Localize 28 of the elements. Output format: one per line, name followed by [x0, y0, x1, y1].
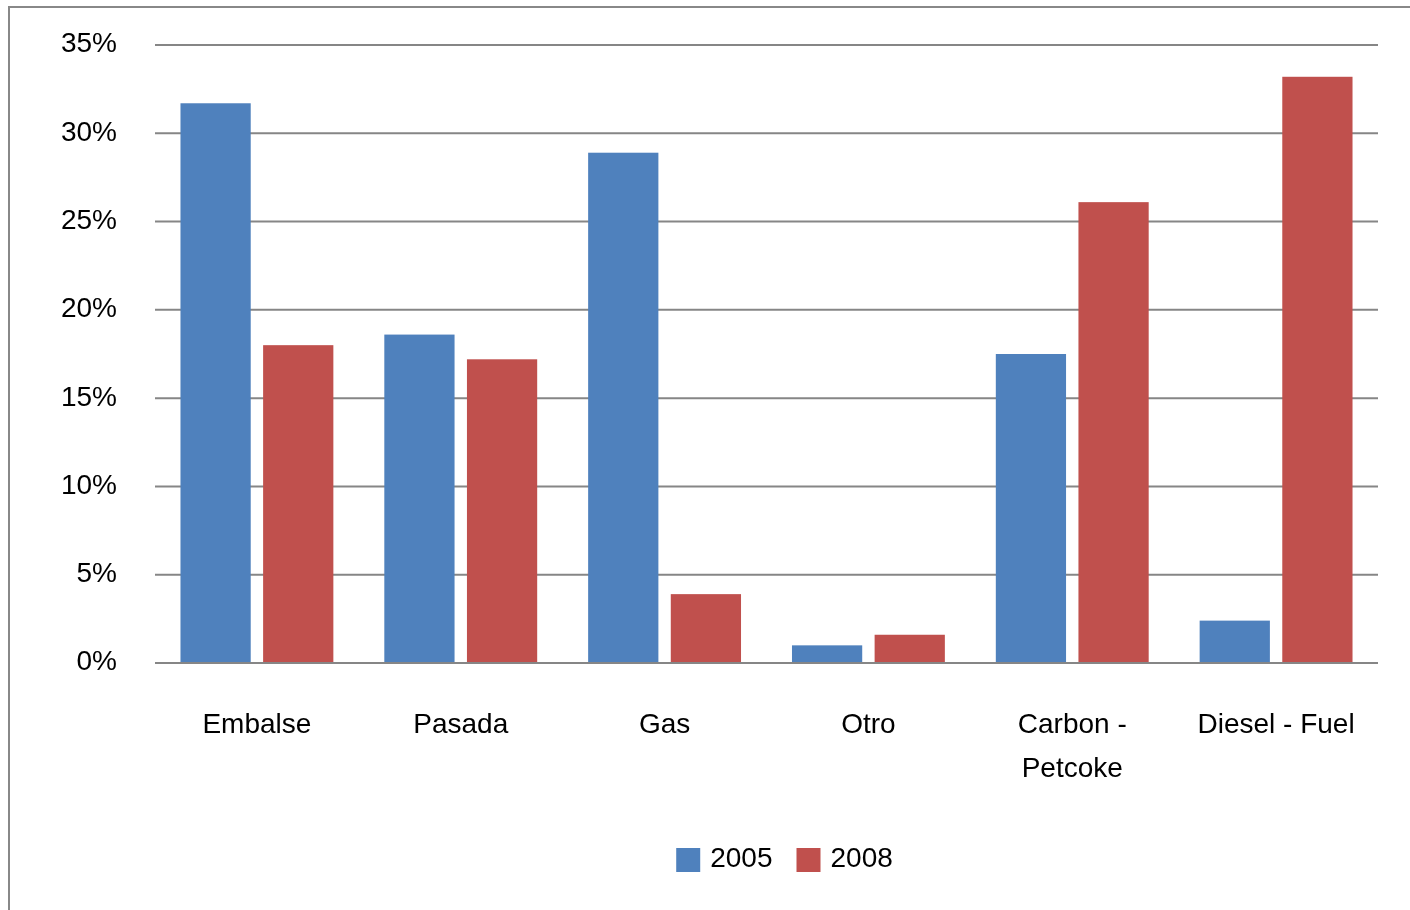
- y-tick-label: 25%: [60, 203, 117, 235]
- bar: [1199, 620, 1270, 663]
- bar: [466, 359, 538, 663]
- y-tick-label: 5%: [76, 557, 117, 589]
- bar: [995, 354, 1067, 663]
- y-tick-label: 20%: [60, 292, 117, 324]
- bar: [263, 345, 334, 663]
- y-tick-label: 0%: [76, 645, 117, 677]
- legend-label: 2005: [710, 842, 773, 874]
- bar: [384, 334, 455, 663]
- x-tick-label: Pasada: [413, 708, 509, 739]
- x-tick-label: Otro: [841, 708, 896, 739]
- y-tick-label: 35%: [60, 27, 117, 59]
- bar: [588, 152, 659, 663]
- x-tick-label: Embalse: [202, 708, 312, 739]
- bar: [791, 645, 863, 663]
- y-tick-label: 30%: [60, 115, 117, 147]
- y-tick-label: 10%: [60, 468, 117, 500]
- x-tick-label: Gas: [638, 708, 691, 739]
- bar: [180, 103, 251, 663]
- x-tick-label: Carbon - Petcoke: [1017, 708, 1127, 783]
- bar: [1078, 202, 1149, 663]
- x-tick-label: Diesel - Fuel: [1197, 708, 1355, 739]
- legend-label: 2008: [830, 842, 893, 874]
- y-tick-label: 15%: [60, 380, 117, 412]
- bar: [670, 594, 742, 663]
- bar: [874, 634, 945, 663]
- bar: [1282, 76, 1353, 663]
